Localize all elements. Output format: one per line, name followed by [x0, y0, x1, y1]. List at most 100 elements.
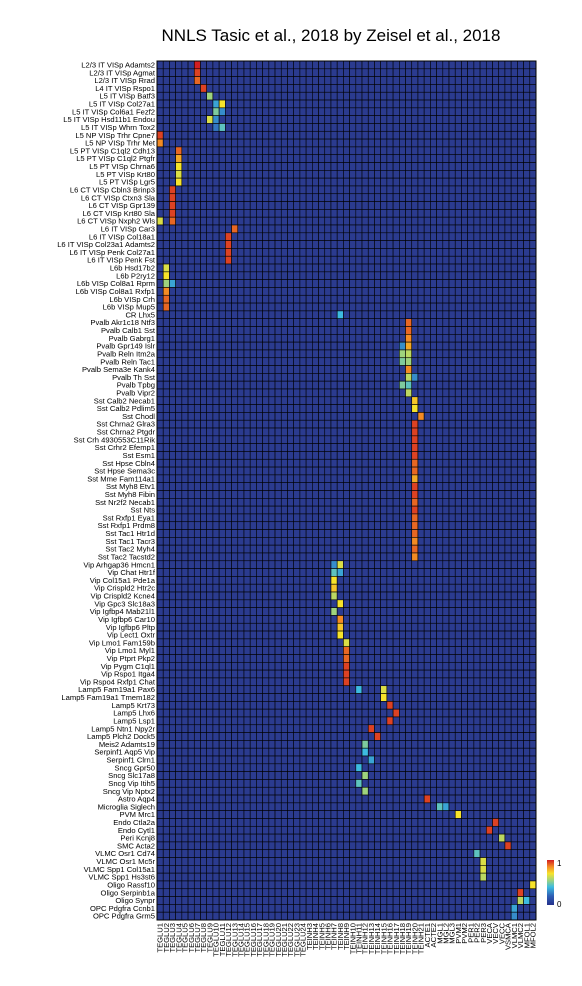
heatmap-cell [293, 552, 301, 562]
heatmap-cell [336, 474, 344, 483]
heatmap-cell [299, 154, 307, 163]
heatmap-cell [181, 607, 189, 616]
heatmap-cell [187, 318, 195, 327]
heatmap-cell [237, 240, 245, 249]
heatmap-cell [193, 458, 201, 468]
heatmap-cell [448, 529, 456, 538]
heatmap-cell [380, 630, 388, 640]
heatmap-cell [467, 99, 475, 109]
heatmap-cell [169, 123, 176, 132]
heatmap-cell [318, 294, 326, 304]
heatmap-cell [510, 451, 518, 460]
heatmap-cell [243, 232, 251, 241]
heatmap-cell [485, 170, 493, 179]
heatmap-cell [206, 630, 214, 640]
heatmap-cell [411, 248, 419, 257]
heatmap-cell [225, 630, 232, 640]
heatmap-cell [517, 310, 524, 320]
heatmap-cell [243, 162, 251, 171]
heatmap-cell [492, 529, 500, 538]
heatmap-cell [268, 123, 276, 132]
heatmap-cell [380, 380, 388, 390]
heatmap-cell [237, 287, 245, 296]
heatmap-cell [523, 513, 531, 523]
heatmap-cell [293, 68, 301, 77]
heatmap-cell [492, 216, 500, 226]
heatmap-cell [187, 334, 195, 343]
heatmap-cell [193, 185, 201, 195]
heatmap-cell [169, 287, 176, 296]
heatmap-cell [212, 482, 220, 491]
heatmap-cell [268, 622, 276, 632]
heatmap-cell [430, 91, 437, 101]
heatmap-cell [510, 341, 518, 351]
heatmap-cell [218, 193, 226, 202]
heatmap-cell [367, 162, 375, 171]
heatmap-cell [249, 599, 257, 608]
heatmap-cell [305, 427, 313, 437]
heatmap-cell [169, 560, 176, 569]
heatmap-cell [156, 318, 164, 327]
heatmap-cell [249, 201, 257, 210]
row-label: Sncg Gpr50 [114, 763, 155, 772]
heatmap-cell [392, 404, 400, 413]
heatmap-cell [181, 193, 189, 202]
heatmap-cell [411, 529, 419, 538]
heatmap-cell [225, 568, 232, 577]
heatmap-cell [349, 591, 357, 601]
heatmap-cell [423, 560, 431, 569]
row-label: Lamp5 Fam19a1 Pax6 [78, 685, 155, 694]
heatmap-cell [504, 505, 512, 515]
heatmap-cell [299, 544, 307, 554]
heatmap-cell [523, 388, 531, 398]
heatmap-cell [187, 130, 195, 140]
heatmap-cell [280, 130, 288, 140]
heatmap-cell [492, 318, 500, 327]
heatmap-cell [392, 443, 400, 452]
heatmap-cell [517, 154, 524, 163]
heatmap-cell [498, 185, 506, 195]
heatmap-cell [448, 240, 456, 249]
heatmap-cell [479, 513, 487, 523]
heatmap-cell [399, 68, 406, 77]
heatmap-cell [355, 76, 363, 85]
heatmap-cell [249, 654, 257, 663]
heatmap-cell [293, 201, 301, 210]
heatmap-cell [268, 474, 276, 483]
heatmap-cell [436, 318, 444, 327]
heatmap-cell [187, 529, 195, 538]
heatmap-cell [218, 482, 226, 491]
column-label: TEGLU14 [236, 923, 245, 957]
heatmap-cell [336, 599, 344, 608]
heatmap-cell [256, 138, 263, 148]
heatmap-cell [399, 669, 406, 679]
heatmap-cell [411, 427, 419, 437]
heatmap-cell [305, 177, 313, 187]
heatmap-cell [399, 248, 406, 257]
heatmap-cell [448, 482, 456, 491]
heatmap-cell [225, 443, 232, 452]
heatmap-cell [498, 373, 506, 382]
heatmap-cell [231, 537, 239, 546]
heatmap-cell [305, 615, 313, 624]
heatmap-cell [256, 451, 263, 460]
heatmap-cell [312, 279, 319, 288]
heatmap-cell [225, 123, 232, 132]
heatmap-cell [442, 661, 450, 671]
heatmap-cell [355, 669, 363, 679]
heatmap-cell [361, 412, 369, 421]
heatmap-cell [430, 170, 437, 179]
heatmap-cell [324, 466, 332, 476]
heatmap-cell [411, 505, 419, 515]
heatmap-cell [336, 60, 344, 70]
heatmap-cell [218, 255, 226, 265]
heatmap-cell [218, 318, 226, 327]
heatmap-cell [162, 373, 170, 382]
heatmap-cell [374, 357, 381, 366]
heatmap-cell [367, 263, 375, 273]
heatmap-cell [355, 310, 363, 320]
heatmap-cell [206, 130, 214, 140]
heatmap-cell [162, 240, 170, 249]
heatmap-cell [523, 654, 531, 663]
heatmap-cell [392, 552, 400, 562]
